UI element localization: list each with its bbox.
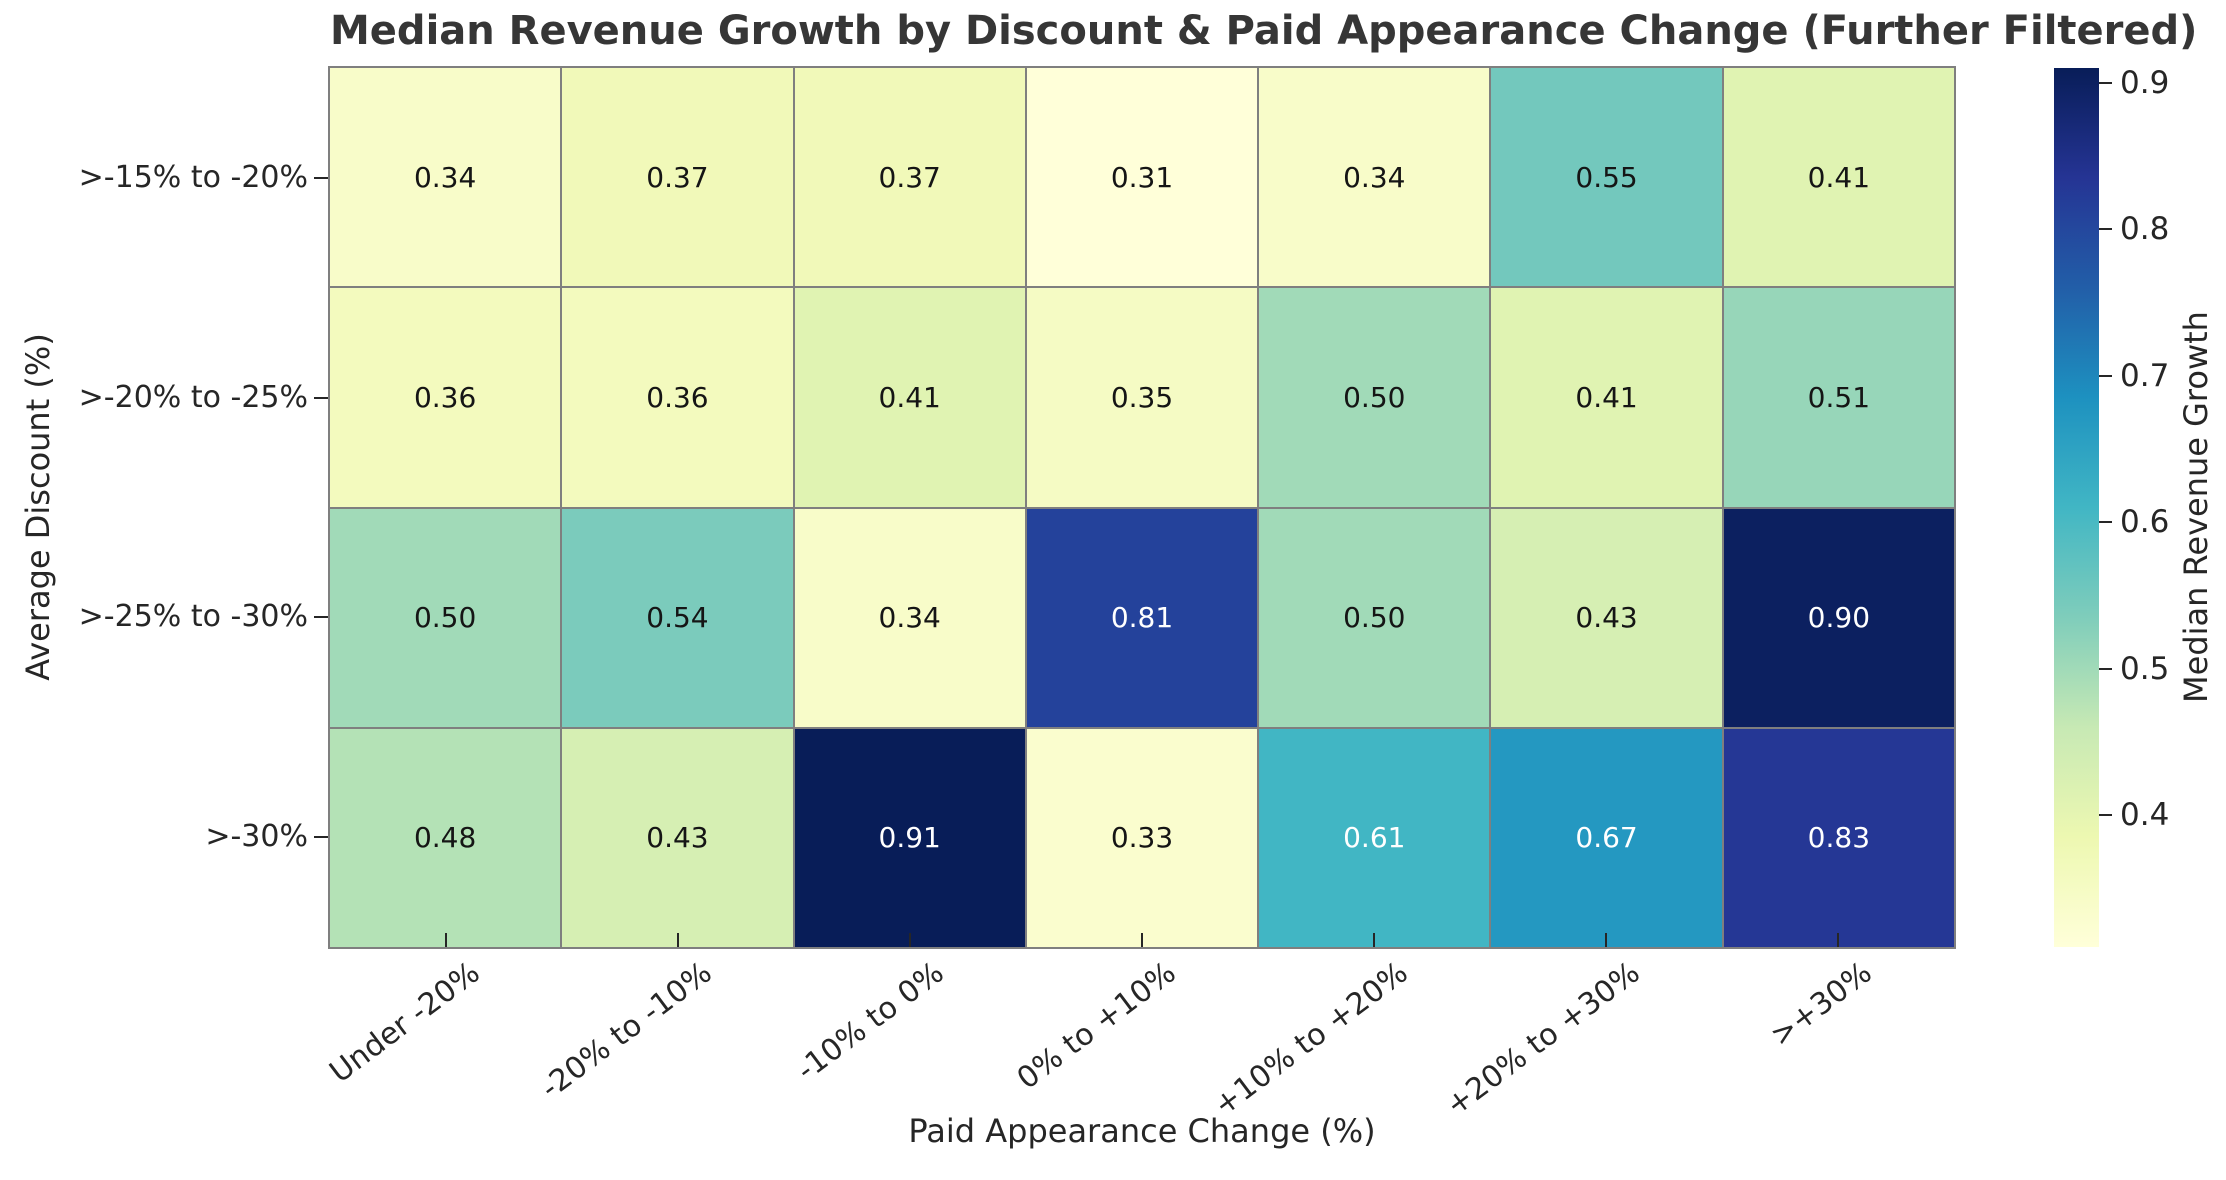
heatmap-cell-r0c4: 0.34 [1259,68,1490,287]
x-tick-label: >+30% [1763,955,1879,1054]
x-axis-title: Paid Appearance Change (%) [908,1112,1376,1150]
heatmap-cell-r0c1: 0.37 [562,68,793,287]
heatmap-cell-r0c0: 0.34 [330,68,561,287]
heatmap-cell-r1c2: 0.41 [794,288,1025,507]
y-tick-mark [314,616,328,619]
y-tick-label: >-25% to -30% [78,599,308,635]
heatmap-cell-r2c2: 0.34 [794,508,1025,727]
colorbar-tick-mark [2099,374,2112,377]
heatmap-cell-r1c6: 0.51 [1723,288,1954,507]
chart-title: Median Revenue Growth by Discount & Paid… [330,8,2198,54]
y-tick-label: >-30% [205,819,308,855]
y-tick-label: >-15% to -20% [78,159,308,195]
heatmap-cell-r3c6: 0.83 [1723,728,1954,947]
colorbar-tick-mark [2099,521,2112,524]
colorbar-tick-label: 0.6 [2120,504,2170,541]
heatmap-cell-r2c6: 0.90 [1723,508,1954,727]
heatmap-cell-r0c3: 0.31 [1026,68,1258,287]
heatmap-cell-r0c2: 0.37 [794,68,1025,287]
heatmap-cell-r3c2: 0.91 [794,728,1025,947]
colorbar-tick-label: 0.7 [2120,357,2170,394]
colorbar-tick-label: 0.4 [2120,797,2170,834]
heatmap-cell-r3c5: 0.67 [1491,728,1722,947]
colorbar-tick-mark [2099,814,2112,817]
x-tick-mark [1837,933,1839,947]
heatmap-cell-r2c1: 0.54 [562,508,793,727]
x-tick-label: -20% to -10% [534,955,719,1107]
heatmap-cell-r1c5: 0.41 [1491,288,1722,507]
x-tick-label: Under -20% [323,955,487,1091]
heatmap-cell-r3c3: 0.33 [1026,728,1258,947]
heatmap-cell-r2c3: 0.81 [1026,508,1258,727]
x-tick-mark [909,933,911,947]
colorbar-tick-mark [2099,81,2112,84]
colorbar-tick-mark [2099,228,2112,231]
heatmap-cell-r1c4: 0.50 [1259,288,1490,507]
heatmap-cell-r2c5: 0.43 [1491,508,1722,727]
y-tick-mark [314,176,328,179]
x-tick-label: +20% to +30% [1439,955,1647,1124]
x-tick-mark [445,933,447,947]
heatmap-cell-r3c4: 0.61 [1259,728,1490,947]
x-tick-mark [1605,933,1607,947]
colorbar-title: Median Revenue Growth [2177,311,2215,703]
y-tick-mark [314,836,328,839]
heatmap-grid: 0.34 0.37 0.37 0.31 0.34 0.55 0.41 0.36 0.36 0.41… [328,66,1956,949]
heatmap-cell-r0c5: 0.55 [1491,68,1722,287]
colorbar-tick-label: 0.8 [2120,211,2170,248]
heatmap-cell-r1c1: 0.36 [562,288,793,507]
x-tick-label: 0% to +10% [1010,955,1183,1097]
x-tick-label: +10% to +20% [1207,955,1415,1124]
heatmap-cell-r3c1: 0.43 [562,728,793,947]
heatmap-cell-r1c0: 0.36 [330,288,561,507]
heatmap-cell-r3c0: 0.48 [330,728,561,947]
x-tick-mark [677,933,679,947]
y-tick-mark [314,396,328,399]
heatmap-cell-r2c4: 0.50 [1259,508,1490,727]
y-tick-label: >-20% to -25% [78,379,308,415]
colorbar-gradient [2054,68,2099,947]
heatmap-cell-r0c6: 0.41 [1723,68,1954,287]
x-tick-label: -10% to 0% [790,955,951,1089]
x-tick-mark [1373,933,1375,947]
heatmap-cell-r1c3: 0.35 [1026,288,1258,507]
x-tick-mark [1141,933,1143,947]
colorbar-tick-label: 0.9 [2120,64,2170,101]
heatmap-cell-r2c0: 0.50 [330,508,561,727]
colorbar-tick-mark [2099,667,2112,670]
colorbar-tick-label: 0.5 [2120,650,2170,687]
